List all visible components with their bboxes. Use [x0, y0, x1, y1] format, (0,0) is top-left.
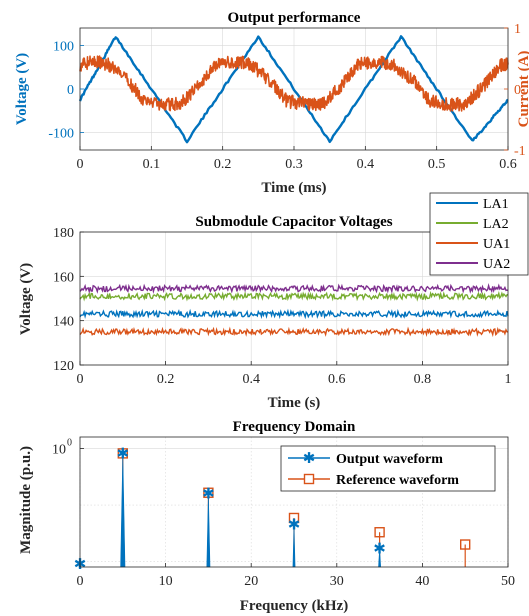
panel1-xtick-label: 0.2 — [214, 157, 232, 172]
reference-marker — [460, 539, 471, 550]
panel1-xtick-label: 0.6 — [499, 157, 517, 172]
panel2-xtick-label: 0 — [77, 372, 84, 387]
panel1-ytick-right-label: 1 — [514, 22, 521, 37]
panel1-ytick-right-label: 0 — [514, 83, 521, 98]
output-marker: ✱ — [202, 484, 215, 502]
panel3-xtick-label: 0 — [77, 574, 84, 589]
panel2-series — [79, 283, 509, 338]
panel1-ytick-label: -100 — [48, 127, 74, 142]
panel2-ticks: 0 0.2 0.4 0.6 0.8 1 120 140 160 180 — [53, 226, 512, 387]
panel3-xtick-label: 40 — [415, 574, 429, 589]
panel2-ytick-label: 120 — [53, 359, 74, 374]
panel3-frame — [79, 436, 509, 568]
capacitor-voltages-panel: 0 0.2 0.4 0.6 0.8 1 120 140 160 180 Submodule Cap… — [18, 192, 529, 411]
panel3-xtick-label: 10 — [159, 574, 173, 589]
series-la2-line — [79, 290, 509, 302]
panel1-xtick-label: 0.4 — [357, 157, 375, 172]
series-ua2-line — [79, 283, 509, 295]
panel2-ytick-label: 160 — [53, 270, 74, 285]
legend-la1-label: LA1 — [483, 197, 509, 212]
panel2-xtick-label: 0.4 — [242, 372, 260, 387]
current-series-line — [79, 55, 509, 112]
panel2-ytick-label: 180 — [53, 226, 74, 241]
panel2-xtick-label: 0.6 — [328, 372, 346, 387]
panel3-ylabel: Magnitude (p.u.) — [18, 446, 34, 554]
output-marker: ✱ — [373, 540, 386, 558]
voltage-series-line — [78, 35, 509, 144]
panel2-ylabel: Voltage (V) — [18, 263, 34, 335]
panel1-ytick-label: 0 — [67, 83, 74, 98]
output-marker: ✱ — [288, 516, 301, 534]
panel3-xtick-label: 30 — [330, 574, 344, 589]
panel2-xtick-label: 1 — [505, 372, 512, 387]
panel3-ytick-exponent: 0 — [67, 438, 72, 449]
panel3-title: Frequency Domain — [233, 419, 356, 435]
panel1-xtick-label: 0 — [77, 157, 84, 172]
legend-la2-label: LA2 — [483, 217, 509, 232]
legend-reference-marker — [303, 473, 315, 485]
panel3-xtick-label: 20 — [244, 574, 258, 589]
panel1-title: Output performance — [228, 10, 361, 26]
panel3-ytick-label: 10 — [52, 443, 66, 458]
panel3-xlabel: Frequency (kHz) — [240, 598, 348, 614]
panel1-ytick-right-label: -1 — [514, 144, 526, 159]
panel1-ylabel-right: Current (A) — [516, 51, 529, 128]
legend-ua2-label: UA2 — [483, 257, 510, 272]
reference-marker — [374, 527, 385, 538]
output-marker: ✱ — [117, 444, 130, 462]
panel1-ytick-label: 100 — [53, 39, 74, 54]
panel1-ylabel: Voltage (V) — [14, 53, 30, 125]
panel1-series — [78, 35, 509, 144]
panel2-frame — [79, 231, 509, 366]
series-la1-line — [79, 308, 509, 320]
series-ua1-line — [79, 326, 509, 338]
panel3-legend: ✱ Output waveform Reference waveform — [280, 445, 496, 492]
panel1-xlabel: Time (ms) — [261, 180, 326, 196]
legend-reference-label: Reference waveform — [336, 473, 459, 488]
panel2-ytick-label: 140 — [53, 315, 74, 330]
legend-output-label: Output waveform — [336, 452, 443, 467]
panel2-xtick-label: 0.2 — [157, 372, 175, 387]
panel1-xtick-label: 0.3 — [285, 157, 303, 172]
legend-output-marker: ✱ — [303, 449, 316, 467]
panel3-legend-box — [280, 445, 496, 492]
panel1-xtick-label: 0.5 — [428, 157, 446, 172]
panel2-xtick-label: 0.8 — [414, 372, 432, 387]
panel2-title: Submodule Capacitor Voltages — [195, 214, 392, 230]
reference-marker — [288, 512, 300, 524]
panel1-xtick-label: 0.1 — [143, 157, 161, 172]
panel3-xtick-label: 50 — [501, 574, 515, 589]
legend-ua1-label: UA1 — [483, 237, 510, 252]
panel2-legend: LA1 LA2 UA1 UA2 — [429, 192, 529, 276]
panel2-xlabel: Time (s) — [268, 395, 321, 411]
panel2-legend-box — [429, 192, 529, 276]
